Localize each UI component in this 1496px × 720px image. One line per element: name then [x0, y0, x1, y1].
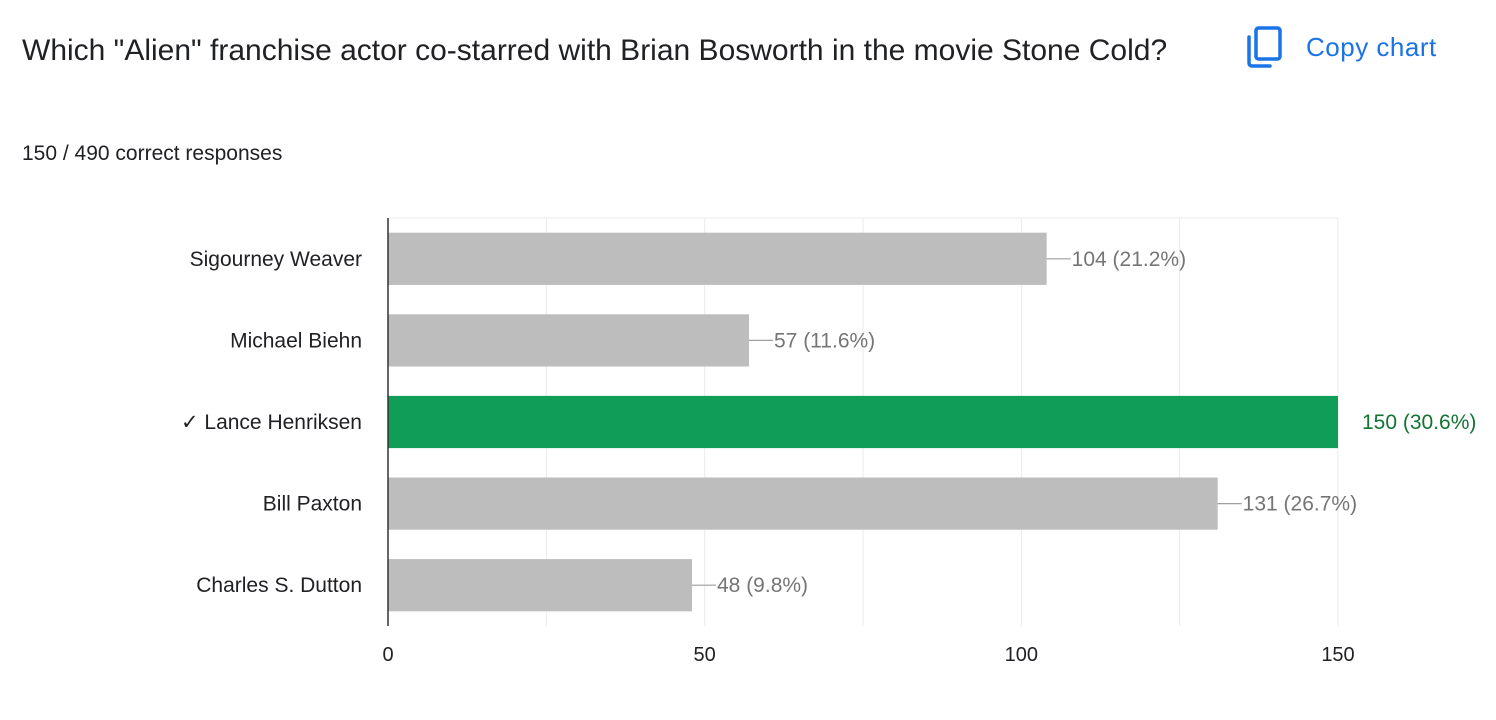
x-tick-label-1: 50 — [694, 644, 716, 666]
data-label-0: 104 (21.2%) — [1072, 248, 1186, 271]
category-label-0: Sigourney Weaver — [190, 248, 362, 271]
data-label-3: 131 (26.7%) — [1243, 493, 1357, 516]
copy-chart-button[interactable]: Copy chart — [1236, 22, 1445, 72]
x-tick-label-0: 0 — [382, 644, 393, 666]
bar-1 — [388, 314, 749, 367]
bar-3 — [388, 477, 1218, 530]
response-summary: 150 / 490 correct responses — [22, 142, 283, 165]
x-tick-label-3: 150 — [1321, 644, 1354, 666]
labels: Sigourney Weaver 104 (21.2%) Michael Biehn… — [181, 218, 1476, 666]
bar-2 — [388, 395, 1338, 449]
data-label-4: 48 (9.8%) — [717, 574, 808, 597]
bar-0 — [388, 232, 1047, 285]
category-label-2: ✓ Lance Henriksen — [181, 411, 362, 434]
copy-chart-label: Copy chart — [1306, 31, 1437, 62]
category-label-1: Michael Biehn — [230, 329, 362, 352]
data-label-1: 57 (11.6%) — [774, 329, 875, 352]
category-label-4: Charles S. Dutton — [196, 574, 362, 597]
data-label-2: 150 (30.6%) — [1362, 411, 1476, 434]
question-title: Which "Alien" franchise actor co-starred… — [22, 34, 1168, 67]
bars — [388, 232, 1338, 612]
category-label-3: Bill Paxton — [263, 493, 362, 516]
x-tick-label-2: 100 — [1005, 644, 1038, 666]
copy-icon — [1247, 26, 1282, 68]
bar-4 — [388, 559, 692, 612]
